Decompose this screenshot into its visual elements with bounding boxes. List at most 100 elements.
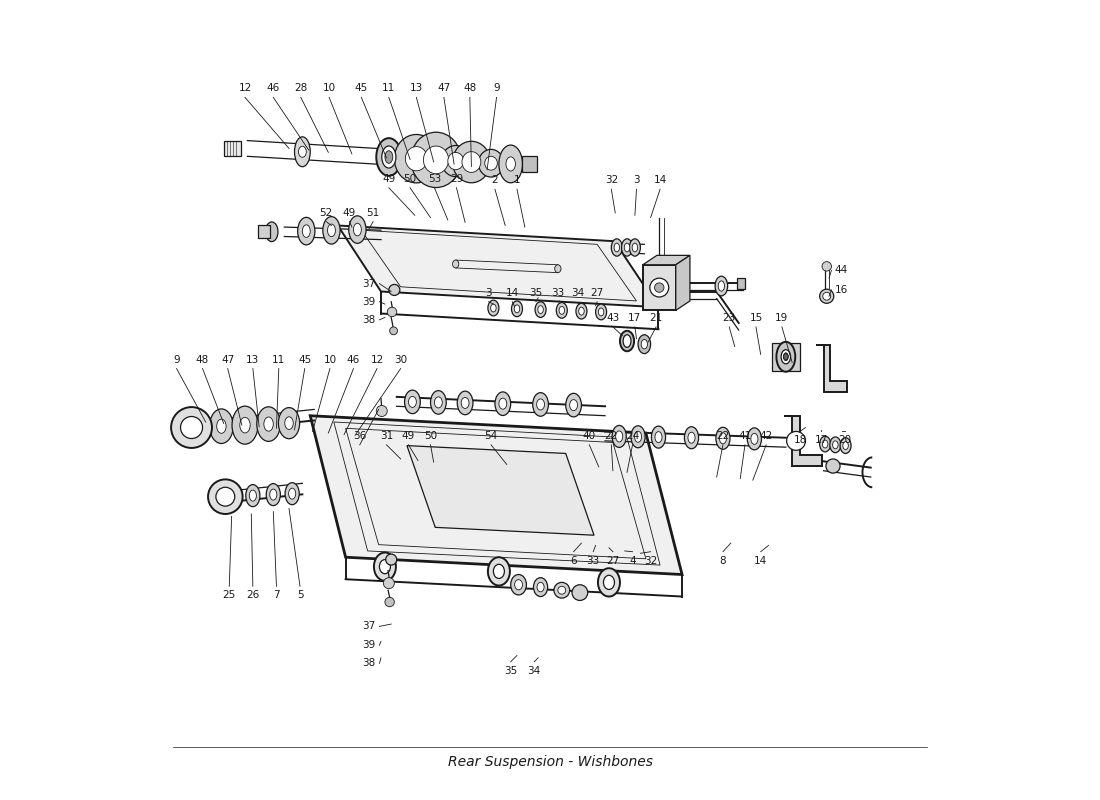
Ellipse shape	[376, 138, 402, 176]
Text: 24: 24	[626, 431, 639, 441]
Circle shape	[388, 285, 400, 295]
Text: 50: 50	[424, 431, 437, 441]
Circle shape	[650, 278, 669, 297]
Text: 47: 47	[438, 83, 451, 94]
Text: 8: 8	[719, 556, 726, 566]
Polygon shape	[521, 156, 538, 172]
Ellipse shape	[353, 223, 361, 236]
Ellipse shape	[452, 142, 491, 182]
Ellipse shape	[565, 394, 582, 417]
Text: 27: 27	[591, 288, 604, 298]
Ellipse shape	[635, 431, 641, 442]
Ellipse shape	[716, 427, 730, 450]
Text: 35: 35	[504, 666, 517, 676]
Circle shape	[386, 554, 397, 565]
Text: 45: 45	[354, 83, 368, 94]
Circle shape	[572, 585, 587, 601]
Ellipse shape	[250, 490, 256, 501]
Text: 16: 16	[835, 285, 848, 295]
Ellipse shape	[510, 574, 527, 595]
Text: 19: 19	[776, 313, 789, 323]
Ellipse shape	[688, 432, 695, 443]
Text: 33: 33	[551, 288, 564, 298]
Text: 22: 22	[605, 431, 618, 441]
Polygon shape	[772, 342, 800, 371]
Ellipse shape	[461, 398, 469, 409]
Ellipse shape	[629, 239, 640, 256]
Ellipse shape	[621, 239, 632, 256]
Text: 46: 46	[266, 83, 279, 94]
Ellipse shape	[514, 305, 519, 313]
Text: 33: 33	[586, 556, 600, 566]
Ellipse shape	[217, 419, 227, 434]
Ellipse shape	[512, 301, 522, 317]
Polygon shape	[642, 255, 690, 265]
Ellipse shape	[285, 482, 299, 505]
Text: 44: 44	[835, 266, 848, 275]
Text: 39: 39	[362, 640, 375, 650]
Ellipse shape	[719, 433, 726, 444]
Ellipse shape	[638, 334, 650, 354]
Ellipse shape	[298, 218, 315, 245]
Text: 14: 14	[755, 556, 768, 566]
Text: 9: 9	[493, 83, 499, 94]
Circle shape	[786, 431, 805, 450]
Ellipse shape	[494, 564, 505, 578]
Ellipse shape	[485, 156, 497, 170]
Ellipse shape	[632, 243, 638, 252]
Ellipse shape	[224, 486, 239, 508]
Ellipse shape	[654, 432, 662, 442]
Ellipse shape	[499, 398, 507, 409]
Ellipse shape	[478, 150, 504, 177]
Ellipse shape	[625, 243, 630, 252]
Ellipse shape	[604, 575, 615, 590]
Text: 49: 49	[402, 431, 415, 441]
Ellipse shape	[228, 491, 235, 502]
Ellipse shape	[559, 306, 564, 314]
Text: 15: 15	[749, 313, 762, 323]
Ellipse shape	[537, 582, 544, 592]
Ellipse shape	[532, 393, 549, 416]
Text: 45: 45	[298, 354, 311, 365]
Ellipse shape	[499, 145, 522, 182]
Text: 11: 11	[382, 83, 396, 94]
Ellipse shape	[576, 303, 587, 319]
Ellipse shape	[424, 146, 449, 174]
Ellipse shape	[781, 350, 791, 364]
Polygon shape	[223, 142, 241, 155]
Text: 37: 37	[362, 622, 375, 631]
Circle shape	[389, 327, 397, 334]
Ellipse shape	[266, 484, 280, 506]
Ellipse shape	[595, 304, 606, 320]
Ellipse shape	[631, 426, 645, 448]
Ellipse shape	[783, 353, 789, 361]
Ellipse shape	[579, 307, 584, 315]
Polygon shape	[257, 226, 271, 238]
Text: 4: 4	[629, 556, 636, 566]
Text: 31: 31	[379, 431, 393, 441]
Text: 42: 42	[760, 431, 773, 441]
Ellipse shape	[265, 222, 278, 242]
Ellipse shape	[843, 442, 848, 450]
Ellipse shape	[718, 281, 725, 291]
Text: 28: 28	[294, 83, 307, 94]
Text: 41: 41	[738, 431, 751, 441]
Ellipse shape	[751, 434, 758, 444]
Circle shape	[554, 582, 570, 598]
Text: 10: 10	[322, 83, 335, 94]
Ellipse shape	[684, 426, 699, 449]
Circle shape	[823, 292, 830, 300]
Text: 3: 3	[634, 175, 640, 186]
Ellipse shape	[349, 216, 366, 243]
Circle shape	[208, 479, 243, 514]
Circle shape	[172, 407, 212, 448]
Text: 52: 52	[319, 208, 332, 218]
Polygon shape	[310, 416, 682, 574]
Ellipse shape	[441, 146, 470, 177]
Ellipse shape	[379, 559, 390, 574]
Text: 5: 5	[297, 590, 304, 600]
Text: 13: 13	[246, 354, 260, 365]
Text: 29: 29	[450, 174, 463, 184]
Text: 3: 3	[485, 288, 492, 298]
Text: 22: 22	[716, 431, 729, 441]
